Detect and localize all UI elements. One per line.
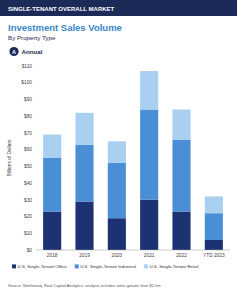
bar-segment [140,71,158,109]
chart-subtitle: By Property Type [8,34,56,41]
bar-segment [205,213,223,240]
legend-label: U.S. Single-Tenant Industrial [80,264,136,269]
y-tick-label: $100 [21,80,32,85]
y-tick-label: $70 [24,131,32,136]
bar-segment [75,145,93,202]
bar-segment [140,109,158,199]
legend-swatch [12,264,16,268]
legend-swatch [75,264,79,268]
icon-letter: A [12,49,16,55]
bar-segment [75,113,93,145]
y-tick-label: $90 [24,97,32,102]
bar-segment [205,240,223,250]
x-tick-label: 2018 [47,253,58,258]
chart-root: SINGLE-TENANT OVERALL MARKET Investment S… [0,0,237,300]
y-tick-label: $40 [24,181,32,186]
x-tick-label: 2019 [79,253,90,258]
y-tick-label: $80 [24,114,32,119]
legend-label: U.S. Single-Tenant Office [18,264,68,269]
y-tick-label: $0 [27,248,33,253]
bar-segment [172,212,190,250]
bar-segment [172,140,190,212]
bar-segment [205,196,223,213]
bar-segment [43,135,61,158]
bars [43,71,223,250]
bar-segment [108,141,126,163]
y-tick-label: $110 [22,64,33,69]
legend: U.S. Single-Tenant Office U.S. Single-Ten… [12,264,198,269]
bar-segment [43,158,61,212]
bar-segment [140,200,158,250]
y-tick-label: $50 [24,164,32,169]
period-icon [9,47,18,56]
y-axis-label: Billions of Dollars [7,139,12,176]
legend-label: U.S. Single-Tenant Retail [149,264,198,269]
y-tick-label: $20 [24,214,32,219]
y-tick-label: $10 [24,231,32,236]
legend-swatch [144,264,148,268]
bar-segment [108,218,126,250]
x-tick-label: YTD 2023 [203,253,225,258]
x-tick-label: 2022 [176,253,187,258]
period-label: Annual [22,48,43,55]
bar-segment [43,212,61,250]
bar-segment [172,109,190,139]
bar-segment [108,163,126,218]
y-tick-label: $60 [24,147,32,152]
x-axis-line [36,250,230,251]
banner-background [0,0,237,16]
chart-title: Investment Sales Volume [8,22,122,33]
y-tick-label: $30 [24,198,32,203]
x-tick-label: 2021 [144,253,155,258]
source-note: Source: Northmarq, Real Capital Analytic… [8,283,161,288]
x-tick-label: 2020 [111,253,122,258]
banner-text: SINGLE-TENANT OVERALL MARKET [8,6,115,12]
bar-segment [75,201,93,250]
